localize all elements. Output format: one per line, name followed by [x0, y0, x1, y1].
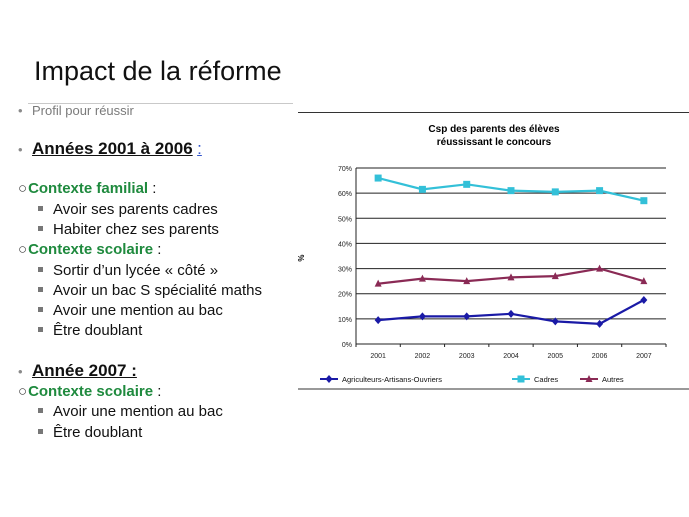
- data-point: [551, 188, 559, 196]
- square-bullet-icon: [38, 205, 43, 211]
- y-tick-label: 0%: [342, 342, 352, 349]
- scolaire2-item: Être doublant: [38, 424, 142, 441]
- bullet-icon: •: [18, 364, 23, 379]
- familial-item: Habiter chez ses parents: [38, 221, 219, 238]
- x-tick-label: 2001: [370, 353, 386, 360]
- title-divider: [28, 103, 293, 104]
- data-point: [507, 309, 515, 318]
- square-bullet-icon: [38, 306, 43, 312]
- y-tick-label: 70%: [338, 166, 352, 173]
- familial-item-text: Habiter chez ses parents: [53, 221, 219, 238]
- data-point: [640, 296, 648, 304]
- data-point: [507, 273, 515, 281]
- data-point: [596, 319, 604, 328]
- data-point: [596, 187, 604, 195]
- data-point: [418, 312, 426, 321]
- line-chart: Csp des parents des élèves réussissant l…: [297, 112, 689, 390]
- legend-label: Cadres: [534, 375, 558, 384]
- scolaire1-item-text: Avoir une mention au bac: [53, 302, 223, 319]
- familial-item: Avoir ses parents cadres: [38, 201, 218, 218]
- legend-marker: [325, 375, 333, 383]
- profil-text: Profil pour réussir: [32, 103, 134, 118]
- square-bullet-icon: [38, 266, 43, 272]
- data-point: [418, 274, 426, 282]
- x-tick-label: 2002: [415, 353, 431, 360]
- profil-line: • Profil pour réussir: [18, 102, 134, 120]
- x-tick-label: 2006: [592, 353, 608, 360]
- period2-heading: Année 2007 :: [32, 361, 137, 380]
- data-point: [507, 187, 515, 195]
- scolaire2-heading: Contexte scolaire: [28, 383, 154, 400]
- period1-heading: Années 2001 à 2006: [32, 139, 193, 158]
- scolaire1-colon: :: [157, 241, 162, 258]
- scolaire2-item: Avoir une mention au bac: [38, 403, 223, 420]
- y-tick-label: 50%: [338, 216, 352, 223]
- data-point: [374, 316, 382, 325]
- legend-marker: [517, 375, 525, 383]
- period1-line: • Années 2001 à 2006 :: [18, 139, 202, 159]
- scolaire2-item-text: Avoir une mention au bac: [53, 403, 223, 420]
- scolaire1-heading: Contexte scolaire: [28, 241, 154, 258]
- familial-colon: :: [152, 180, 157, 197]
- x-tick-label: 2003: [459, 353, 475, 360]
- chart-container: Csp des parents des élèves réussissant l…: [297, 112, 689, 390]
- data-point: [640, 277, 648, 285]
- scolaire1-item: Avoir un bac S spécialité maths: [38, 282, 262, 299]
- data-point: [640, 197, 648, 205]
- legend-label: Autres: [602, 375, 624, 384]
- scolaire1-item-text: Avoir un bac S spécialité maths: [53, 282, 262, 299]
- data-point: [551, 272, 559, 280]
- chart-title: Csp des parents des élèves: [428, 124, 560, 135]
- x-tick-label: 2004: [503, 353, 519, 360]
- data-point: [463, 277, 471, 285]
- scolaire2-item-text: Être doublant: [53, 424, 143, 441]
- scolaire2-colon: :: [157, 383, 162, 400]
- scolaire1-item-text: Sortir d’un lycée « côté »: [53, 262, 219, 279]
- square-bullet-icon: [38, 225, 43, 231]
- y-tick-label: 60%: [338, 191, 352, 198]
- square-bullet-icon: [38, 428, 43, 434]
- familial-heading: Contexte familial: [28, 180, 149, 197]
- data-point: [596, 264, 604, 272]
- y-tick-label: 40%: [338, 241, 352, 248]
- x-tick-label: 2007: [636, 353, 652, 360]
- x-tick-label: 2005: [547, 353, 563, 360]
- y-tick-label: 10%: [338, 317, 352, 324]
- scolaire1-item: Être doublant: [38, 322, 142, 339]
- data-point: [418, 185, 426, 193]
- scolaire2-heading-line: ○Contexte scolaire :: [18, 383, 161, 400]
- scolaire1-item: Avoir une mention au bac: [38, 302, 223, 319]
- familial-item-text: Avoir ses parents cadres: [53, 201, 218, 218]
- square-bullet-icon: [38, 286, 43, 292]
- y-tick-label: 20%: [338, 292, 352, 299]
- ring-bullet-icon: ○: [18, 180, 28, 197]
- chart-subtitle: réussissant le concours: [437, 137, 552, 148]
- period2-line: • Année 2007 :: [18, 361, 137, 381]
- scolaire1-item-text: Être doublant: [53, 322, 143, 339]
- data-point: [463, 180, 471, 188]
- ring-bullet-icon: ○: [18, 241, 28, 258]
- legend-marker: [585, 375, 593, 382]
- data-point: [374, 279, 382, 287]
- bullet-icon: •: [18, 142, 23, 157]
- square-bullet-icon: [38, 407, 43, 413]
- y-tick-label: 30%: [338, 267, 352, 274]
- ring-bullet-icon: ○: [18, 383, 28, 400]
- familial-heading-line: ○Contexte familial :: [18, 180, 156, 197]
- scolaire1-item: Sortir d’un lycée « côté »: [38, 262, 218, 279]
- data-point: [374, 174, 382, 182]
- period1-colon: :: [197, 139, 202, 158]
- slide-title: Impact de la réforme: [34, 56, 282, 86]
- scolaire1-heading-line: ○Contexte scolaire :: [18, 241, 161, 258]
- y-axis-label: %: [298, 254, 306, 261]
- data-point: [551, 317, 559, 326]
- bullet-icon: •: [18, 103, 23, 118]
- legend-label: Agriculteurs-Artisans-Ouvriers: [342, 375, 442, 384]
- data-point: [463, 312, 471, 321]
- square-bullet-icon: [38, 326, 43, 332]
